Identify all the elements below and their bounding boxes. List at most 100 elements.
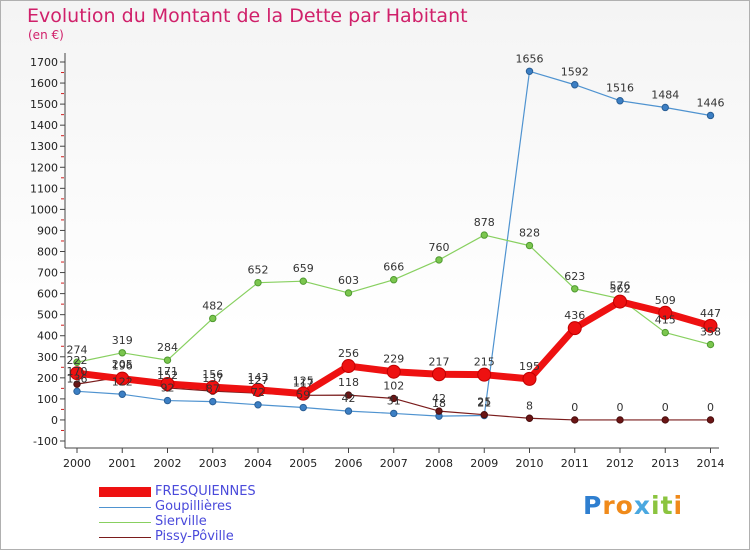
data-label-goupillieres: 1484 — [651, 88, 679, 101]
data-point-sierville — [480, 231, 488, 239]
x-tick-label: 2000 — [63, 457, 91, 470]
data-label-fresquiennes: 222 — [67, 354, 88, 367]
data-point-fresquiennes — [567, 321, 582, 336]
y-tick-label: 700 — [37, 267, 58, 280]
data-point-fresquiennes — [522, 371, 537, 386]
data-label-fresquiennes: 125 — [293, 375, 314, 388]
data-point-pissy-poville — [390, 394, 398, 403]
y-tick-label: 1300 — [30, 140, 58, 153]
data-label-sierville: 482 — [202, 299, 223, 312]
y-tick-label: 300 — [37, 351, 58, 364]
data-label-sierville: 358 — [700, 326, 721, 339]
data-point-goupillieres — [209, 397, 217, 406]
x-tick-label: 2013 — [651, 457, 679, 470]
data-label-pissy-poville: 205 — [112, 358, 133, 371]
data-label-pissy-poville: 0 — [707, 401, 714, 414]
data-label-goupillieres: 72 — [251, 386, 265, 399]
logo-letter: i — [673, 491, 684, 520]
data-label-fresquiennes: 256 — [338, 347, 359, 360]
data-point-goupillieres — [299, 403, 307, 412]
data-point-pissy-poville — [661, 416, 669, 424]
data-point-fresquiennes — [70, 366, 84, 381]
data-label-fresquiennes: 217 — [429, 355, 450, 368]
y-tick-label: 400 — [37, 330, 58, 343]
x-tick-label: 2014 — [697, 457, 725, 470]
data-label-sierville: 623 — [564, 270, 585, 283]
data-point-fresquiennes — [703, 318, 718, 333]
y-tick-label: 1600 — [30, 77, 58, 90]
logo-letter: r — [602, 491, 616, 520]
y-tick-label: 800 — [37, 246, 58, 259]
data-label-fresquiennes: 196 — [112, 360, 133, 373]
data-point-pissy-poville — [706, 416, 715, 424]
data-point-sierville — [209, 314, 217, 323]
data-point-fresquiennes — [432, 367, 446, 382]
x-tick-label: 2009 — [470, 457, 498, 470]
y-tick-label: 1000 — [30, 203, 58, 216]
logo-letter: o — [615, 491, 634, 520]
data-label-goupillieres: 1516 — [606, 82, 634, 95]
data-point-fresquiennes — [160, 376, 175, 391]
data-label-pissy-poville: 0 — [617, 401, 624, 414]
data-label-sierville: 319 — [112, 334, 133, 347]
legend-label: Sierville — [155, 514, 207, 529]
data-label-sierville: 659 — [293, 262, 314, 275]
data-label-goupillieres: 21 — [477, 397, 491, 410]
data-point-sierville — [661, 328, 669, 337]
y-tick-label: 900 — [37, 224, 58, 237]
proxiti-logo: Proxiti — [583, 491, 683, 520]
data-point-goupillieres — [254, 401, 262, 409]
data-point-goupillieres — [661, 103, 669, 112]
data-label-goupillieres: 1656 — [516, 52, 544, 65]
x-tick-label: 2006 — [335, 457, 363, 470]
data-label-goupillieres: 31 — [387, 394, 401, 407]
data-point-goupillieres — [390, 409, 398, 418]
data-point-pissy-poville — [571, 416, 579, 424]
y-tick-label: 1400 — [30, 119, 58, 132]
data-point-pissy-poville — [616, 416, 624, 424]
data-label-pissy-poville: 118 — [338, 376, 359, 389]
data-label-fresquiennes: 436 — [564, 309, 585, 322]
data-point-pissy-poville — [480, 410, 488, 419]
data-point-goupillieres — [118, 390, 126, 398]
x-tick-label: 2008 — [425, 457, 453, 470]
data-point-sierville — [344, 289, 353, 297]
data-point-pissy-poville — [344, 391, 353, 399]
data-label-sierville: 603 — [338, 274, 359, 287]
data-label-fresquiennes: 143 — [248, 371, 269, 384]
y-tick-label: 200 — [37, 372, 58, 385]
x-tick-label: 2003 — [199, 457, 227, 470]
legend-swatch — [99, 537, 151, 538]
data-label-sierville: 415 — [655, 314, 676, 327]
x-tick-label: 2007 — [380, 457, 408, 470]
data-label-pissy-poville: 42 — [432, 392, 446, 405]
data-label-pissy-poville: 117 — [293, 376, 314, 389]
y-tick-label: -100 — [33, 435, 58, 448]
data-label-pissy-poville: 102 — [383, 379, 404, 392]
data-label-sierville: 760 — [429, 241, 450, 254]
data-label-fresquiennes: 195 — [519, 360, 540, 373]
y-tick-label: 1100 — [30, 182, 58, 195]
data-label-pissy-poville: 25 — [477, 396, 491, 409]
logo-letter: x — [633, 491, 651, 520]
logo-letter: t — [660, 491, 674, 520]
data-label-fresquiennes: 156 — [202, 368, 223, 381]
data-label-sierville: 652 — [248, 264, 269, 277]
data-point-fresquiennes — [477, 367, 492, 382]
data-point-sierville — [435, 256, 443, 264]
y-tick-label: 500 — [37, 309, 58, 322]
data-point-sierville — [299, 277, 307, 285]
data-point-sierville — [254, 278, 262, 287]
data-point-fresquiennes — [251, 382, 265, 397]
y-tick-label: 0 — [51, 414, 58, 427]
x-tick-label: 2001 — [108, 457, 136, 470]
y-tick-label: 100 — [37, 393, 58, 406]
chart-unit-label: (en €) — [28, 28, 64, 42]
data-point-pissy-poville — [435, 407, 443, 415]
data-point-fresquiennes — [115, 371, 130, 386]
data-label-pissy-poville: 152 — [157, 369, 178, 382]
data-point-pissy-poville — [525, 414, 534, 422]
data-point-fresquiennes — [386, 364, 401, 379]
data-point-goupillieres — [163, 396, 172, 405]
data-label-goupillieres: 59 — [296, 389, 310, 402]
